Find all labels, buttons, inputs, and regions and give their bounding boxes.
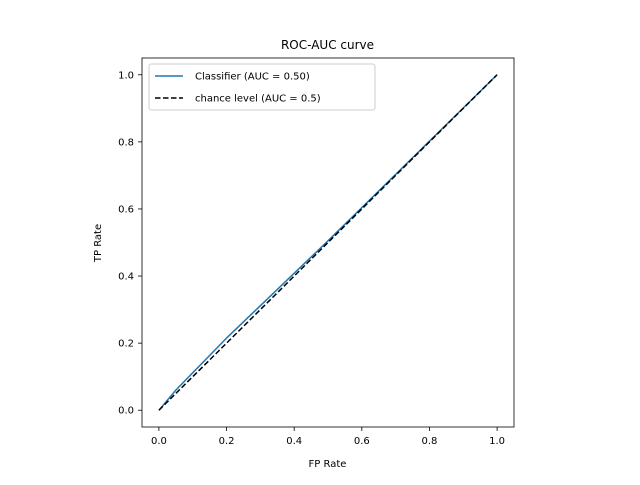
y-axis-label: TP Rate — [93, 224, 104, 263]
x-tick-label: 0.4 — [286, 436, 302, 447]
y-tick-label: 1.0 — [118, 70, 134, 81]
x-axis-label: FP Rate — [309, 459, 347, 470]
legend-label-1: chance level (AUC = 0.5) — [195, 94, 321, 105]
x-tick-label: 0.2 — [219, 436, 235, 447]
x-tick-label: 0.0 — [151, 436, 167, 447]
chart-title: ROC-AUC curve — [281, 38, 374, 52]
y-tick-label: 0.8 — [118, 137, 134, 148]
x-tick-label: 0.8 — [422, 436, 438, 447]
x-tick-label: 0.6 — [354, 436, 370, 447]
y-tick-label: 0.4 — [118, 272, 134, 283]
y-tick-label: 0.0 — [118, 406, 134, 417]
legend: Classifier (AUC = 0.50) chance level (AUC… — [148, 63, 376, 111]
axes: 0.0 0.2 0.4 0.6 0.8 1.0 0.0 0.2 0.4 0.6 0.8 1.0 — [118, 57, 515, 447]
y-tick-label: 0.2 — [118, 339, 134, 350]
legend-box — [148, 63, 376, 111]
series-line-1 — [158, 74, 498, 411]
plot-area — [158, 74, 498, 411]
legend-label-0: Classifier (AUC = 0.50) — [195, 72, 310, 83]
plot-frame — [141, 57, 515, 428]
x-tick-label: 1.0 — [489, 436, 505, 447]
y-tick-label: 0.6 — [118, 204, 134, 215]
